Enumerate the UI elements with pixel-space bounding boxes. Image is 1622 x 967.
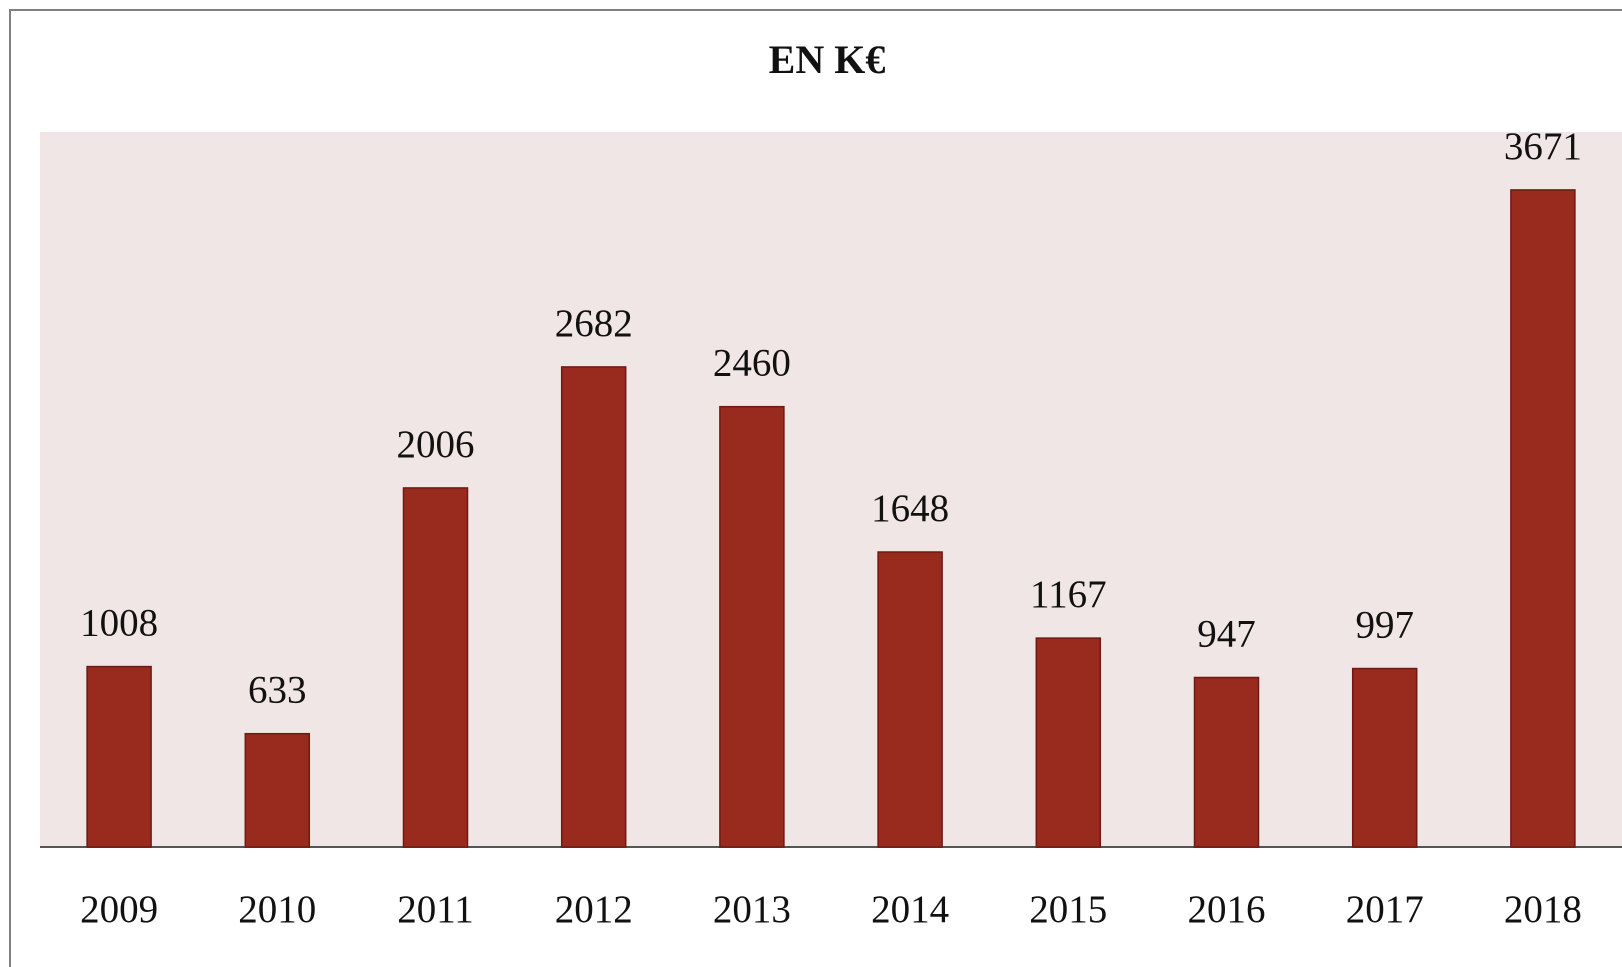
bar xyxy=(1351,667,1418,848)
data-label: 1008 xyxy=(80,602,158,645)
bar xyxy=(877,551,943,848)
bar xyxy=(86,665,152,848)
bar xyxy=(244,732,311,848)
x-tick-label: 2017 xyxy=(1346,888,1424,931)
data-label: 997 xyxy=(1355,603,1414,646)
x-tick-label: 2012 xyxy=(555,888,633,931)
bar xyxy=(719,405,785,848)
data-label: 1167 xyxy=(1030,573,1107,616)
x-tick-label: 2011 xyxy=(397,888,474,931)
data-label: 2460 xyxy=(713,342,791,385)
chart-title: EN K€ xyxy=(769,37,886,82)
data-label: 947 xyxy=(1197,612,1256,655)
x-tick-label: 2018 xyxy=(1504,888,1582,931)
x-tick-label: 2010 xyxy=(238,888,316,931)
bar xyxy=(560,366,627,848)
x-tick-label: 2013 xyxy=(713,888,791,931)
x-tick-label: 2015 xyxy=(1029,888,1107,931)
data-label: 2006 xyxy=(397,423,475,466)
x-tick-label: 2016 xyxy=(1188,888,1266,931)
bar xyxy=(1510,189,1576,848)
data-label: 3671 xyxy=(1504,125,1582,168)
x-tick-label: 2014 xyxy=(871,888,949,931)
x-tick-label: 2009 xyxy=(80,888,158,931)
bar xyxy=(1035,637,1102,848)
bar xyxy=(402,487,469,848)
data-label: 1648 xyxy=(871,487,949,530)
data-label: 633 xyxy=(248,669,307,712)
bar xyxy=(1193,676,1260,848)
data-label: 2682 xyxy=(555,302,633,345)
